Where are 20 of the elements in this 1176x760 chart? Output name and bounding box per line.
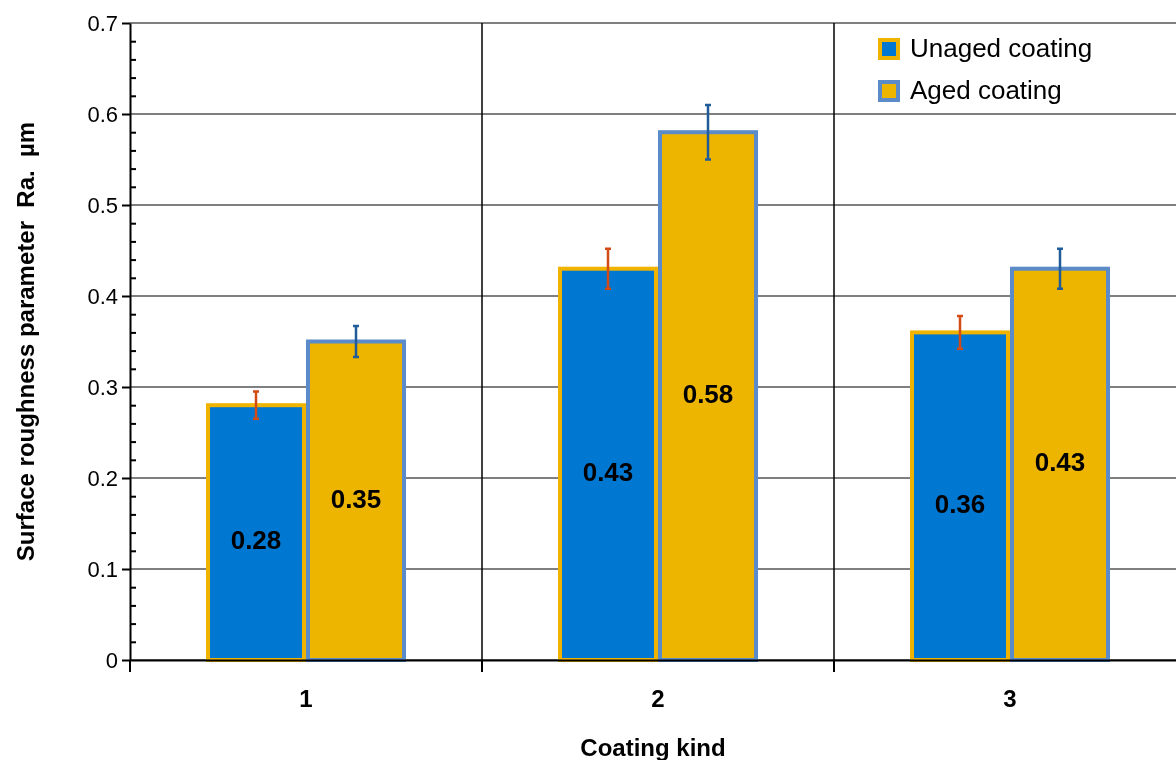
data-label: 0.35 xyxy=(330,483,382,514)
legend-label: Aged coating xyxy=(910,74,1062,105)
y-tick-label: 0.6 xyxy=(87,101,118,127)
legend-label: Unaged coating xyxy=(910,32,1093,63)
y-tick-label: 0 xyxy=(105,647,118,673)
x-tick-label: 3 xyxy=(1003,685,1017,713)
y-tick-label: 0.3 xyxy=(87,374,118,400)
y-tick-label: 0.7 xyxy=(87,10,118,36)
y-tick-label: 0.4 xyxy=(87,283,118,309)
data-label: 0.28 xyxy=(230,525,282,556)
data-label: 0.36 xyxy=(934,489,986,520)
x-tick-label: 2 xyxy=(651,685,665,713)
y-tick-label: 0.1 xyxy=(87,556,118,582)
y-tick-label: 0.5 xyxy=(87,192,118,218)
y-tick-label: 0.2 xyxy=(87,465,118,491)
data-label: 0.43 xyxy=(1034,447,1086,478)
x-tick-label: 1 xyxy=(299,685,313,713)
data-label: 0.43 xyxy=(582,457,634,488)
y-axis-title: Surface roughness parameter Ra. µm xyxy=(12,121,39,562)
data-label: 0.58 xyxy=(682,378,734,409)
